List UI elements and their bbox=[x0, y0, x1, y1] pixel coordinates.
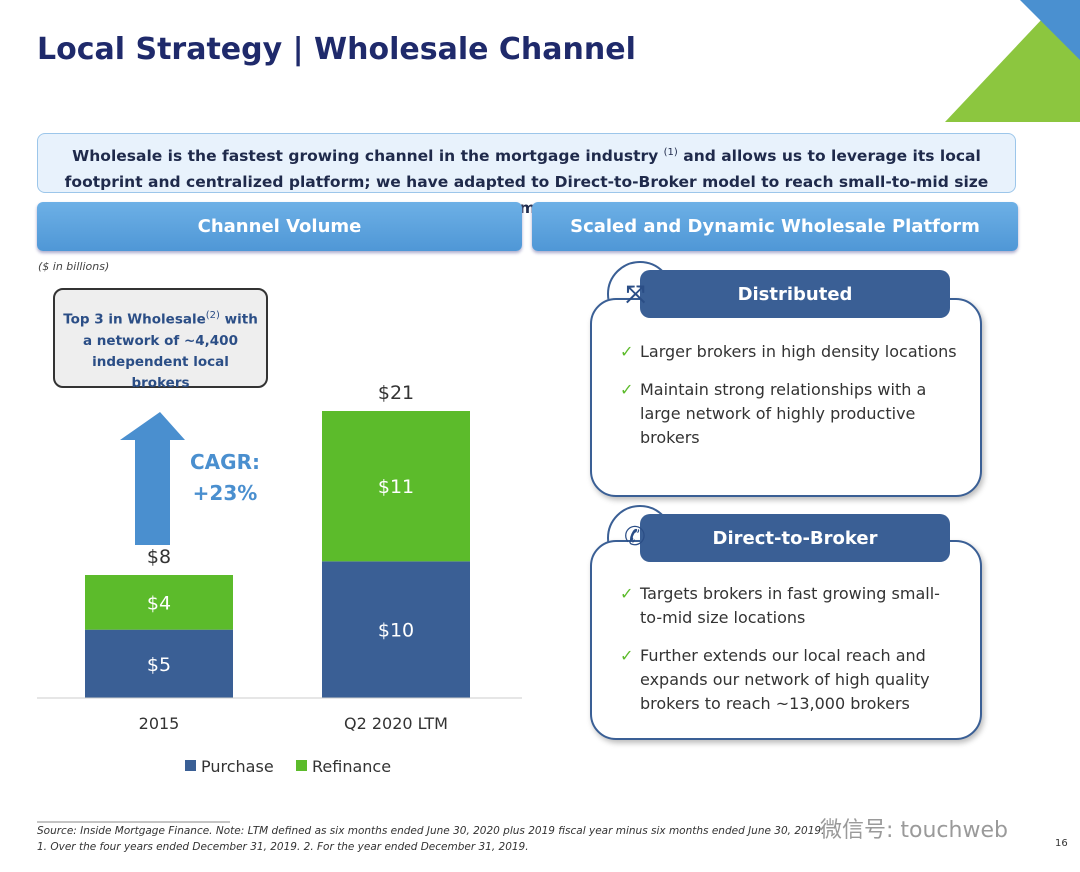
callout-text: with a network of ~4,400 independent loc… bbox=[83, 311, 258, 391]
legend-label: Purchase bbox=[201, 757, 274, 776]
section-header: Channel Volume bbox=[37, 202, 522, 251]
data-label: $10 bbox=[378, 620, 414, 642]
corner-decoration bbox=[945, 0, 1080, 122]
section-header: Scaled and Dynamic Wholesale Platform bbox=[532, 202, 1018, 251]
page-number: 16 bbox=[1055, 838, 1068, 849]
legend-swatch bbox=[185, 760, 196, 771]
footer-notes: 1. Over the four years ended December 31… bbox=[37, 841, 529, 853]
footnote-ref: (2) bbox=[205, 310, 220, 321]
corner-decoration bbox=[1020, 0, 1080, 60]
bar-segment bbox=[85, 629, 233, 698]
callout-text: Top 3 in Wholesale bbox=[63, 311, 206, 328]
bar-segment bbox=[322, 411, 470, 562]
banner: Wholesale is the fastest growing channel… bbox=[37, 133, 1016, 217]
total-label: $21 bbox=[378, 382, 414, 404]
card-title: Direct-to-Broker bbox=[640, 514, 950, 562]
bullet: Targets brokers in fast growing small-to… bbox=[616, 582, 960, 630]
bullet: Larger brokers in high density locations bbox=[616, 340, 960, 364]
bullet: Maintain strong relationships with a lar… bbox=[616, 378, 960, 450]
watermark: 微信号: touchweb bbox=[820, 818, 1008, 843]
footer-source: Source: Inside Mortgage Finance. Note: L… bbox=[37, 825, 825, 837]
bar-segment bbox=[85, 575, 233, 630]
distributed-icon: ⤧ bbox=[626, 280, 646, 308]
callout: Top 3 in Wholesale(2) with a network of … bbox=[53, 288, 268, 391]
slide-title: Local Strategy | Wholesale Channel bbox=[37, 32, 636, 67]
annotation-label: CAGR: bbox=[190, 450, 260, 474]
banner-text: Wholesale is the fastest growing channel… bbox=[72, 147, 659, 166]
legend-label: Refinance bbox=[312, 757, 391, 776]
bullet: Further extends our local reach and expa… bbox=[616, 644, 960, 716]
growth-arrow bbox=[120, 412, 185, 545]
card: Targets brokers in fast growing small-to… bbox=[590, 540, 982, 740]
data-label: $5 bbox=[147, 654, 171, 676]
footnote-ref: (1) bbox=[663, 147, 678, 158]
legend-swatch bbox=[296, 760, 307, 771]
chart-subtitle: ($ in billions) bbox=[38, 260, 110, 273]
data-label: $4 bbox=[147, 592, 171, 614]
card-title: Distributed bbox=[640, 270, 950, 318]
bar-segment bbox=[322, 561, 470, 698]
phone-icon: ✆ bbox=[624, 522, 646, 552]
data-label: $11 bbox=[378, 476, 414, 498]
total-label: $8 bbox=[147, 546, 171, 568]
annotation-value: +23% bbox=[192, 481, 258, 505]
card: Larger brokers in high density locations… bbox=[590, 298, 982, 497]
x-tick-label: Q2 2020 LTM bbox=[344, 714, 448, 733]
x-tick-label: 2015 bbox=[139, 714, 180, 733]
